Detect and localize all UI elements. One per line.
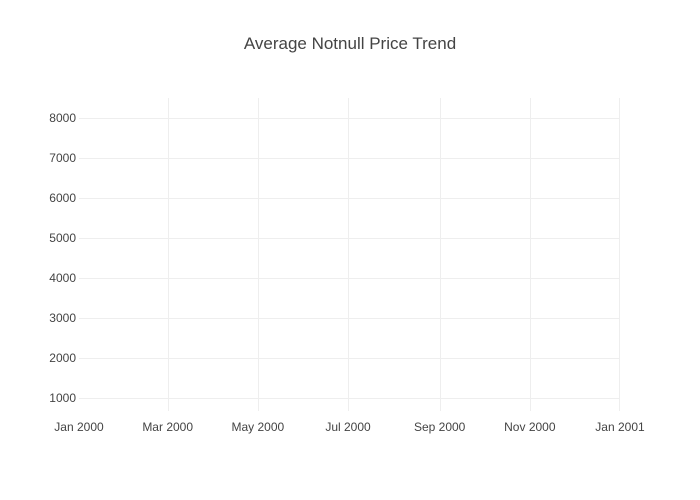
y-tick-label-1000: 1000	[49, 390, 76, 405]
x-tick-label-nov-2000: Nov 2000	[504, 420, 556, 434]
x-tick-label-may-2000: May 2000	[231, 420, 285, 434]
gridline-y-4000	[79, 278, 620, 279]
gridline-y-3000	[79, 318, 620, 319]
gridline-x-jan-2001	[619, 98, 620, 411]
gridline-x-sep-2000	[439, 98, 441, 411]
x-tick-label-sep-2000: Sep 2000	[413, 420, 466, 434]
gridline-y-2000	[79, 358, 620, 359]
x-tick-label-mar-2000: Mar 2000	[142, 420, 194, 434]
plot-area[interactable]	[79, 98, 620, 411]
gridline-x-mar-2000	[167, 98, 169, 411]
x-tick-label-jan-2000: Jan 2000	[54, 420, 104, 434]
gridline-y-1000	[79, 398, 620, 399]
gridline-y-5000	[79, 238, 620, 239]
gridline-y-6000	[79, 198, 620, 199]
y-tick-label-2000: 2000	[49, 350, 76, 365]
chart-title: Average Notnull Price Trend	[243, 34, 457, 53]
gridline-x-nov-2000	[529, 98, 531, 411]
y-tick-label-5000: 5000	[49, 230, 76, 245]
y-tick-label-6000: 6000	[49, 190, 76, 205]
y-tick-label-8000: 8000	[49, 110, 76, 125]
gridline-y-7000	[79, 158, 620, 159]
gridline-x-jul-2000	[348, 98, 350, 411]
y-tick-label-7000: 7000	[49, 150, 76, 165]
x-tick-label-jan-2001: Jan 2001	[595, 420, 645, 434]
y-tick-label-4000: 4000	[49, 270, 76, 285]
y-tick-label-3000: 3000	[49, 310, 76, 325]
gridline-x-may-2000	[257, 98, 259, 411]
gridline-y-8000	[79, 118, 620, 119]
x-tick-label-jul-2000: Jul 2000	[325, 420, 371, 434]
